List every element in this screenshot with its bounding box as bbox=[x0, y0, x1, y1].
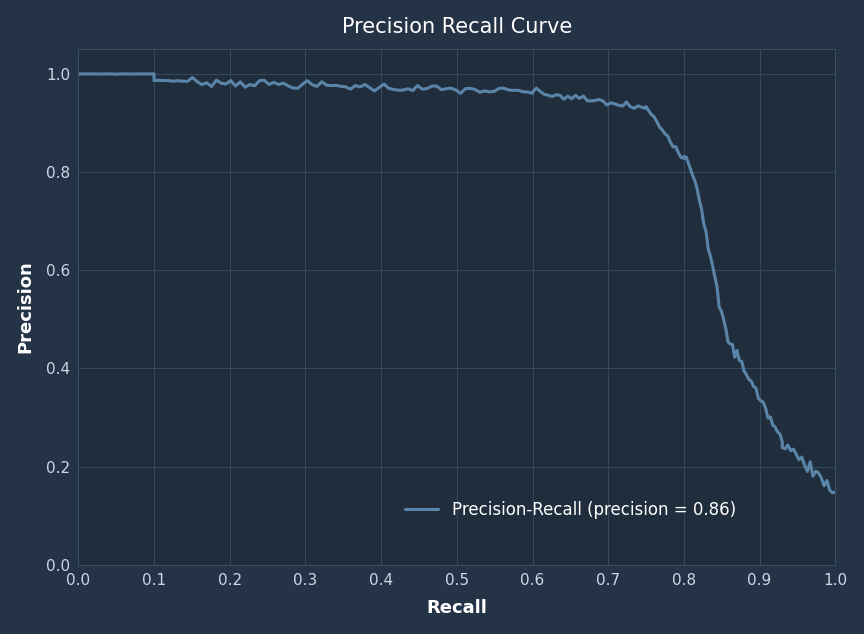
Title: Precision Recall Curve: Precision Recall Curve bbox=[341, 16, 572, 37]
Precision-Recall (precision = 0.86) bbox=[594, 96, 604, 103]
Precision-Recall (precision = 0.86) bbox=[828, 489, 838, 496]
Precision-Recall (precision = 0.86) bbox=[201, 79, 212, 86]
X-axis label: Recall: Recall bbox=[426, 599, 487, 618]
Line: Precision-Recall (precision = 0.86): Precision-Recall (precision = 0.86) bbox=[79, 74, 835, 493]
Precision-Recall (precision = 0.86) bbox=[641, 105, 651, 112]
Precision-Recall (precision = 0.86) bbox=[780, 445, 791, 453]
Precision-Recall (precision = 0.86) bbox=[676, 154, 686, 162]
Precision-Recall (precision = 0.86) bbox=[830, 489, 841, 496]
Precision-Recall (precision = 0.86) bbox=[73, 70, 84, 78]
Precision-Recall (precision = 0.86) bbox=[649, 113, 659, 120]
Legend: Precision-Recall (precision = 0.86): Precision-Recall (precision = 0.86) bbox=[398, 495, 742, 526]
Y-axis label: Precision: Precision bbox=[16, 261, 35, 354]
